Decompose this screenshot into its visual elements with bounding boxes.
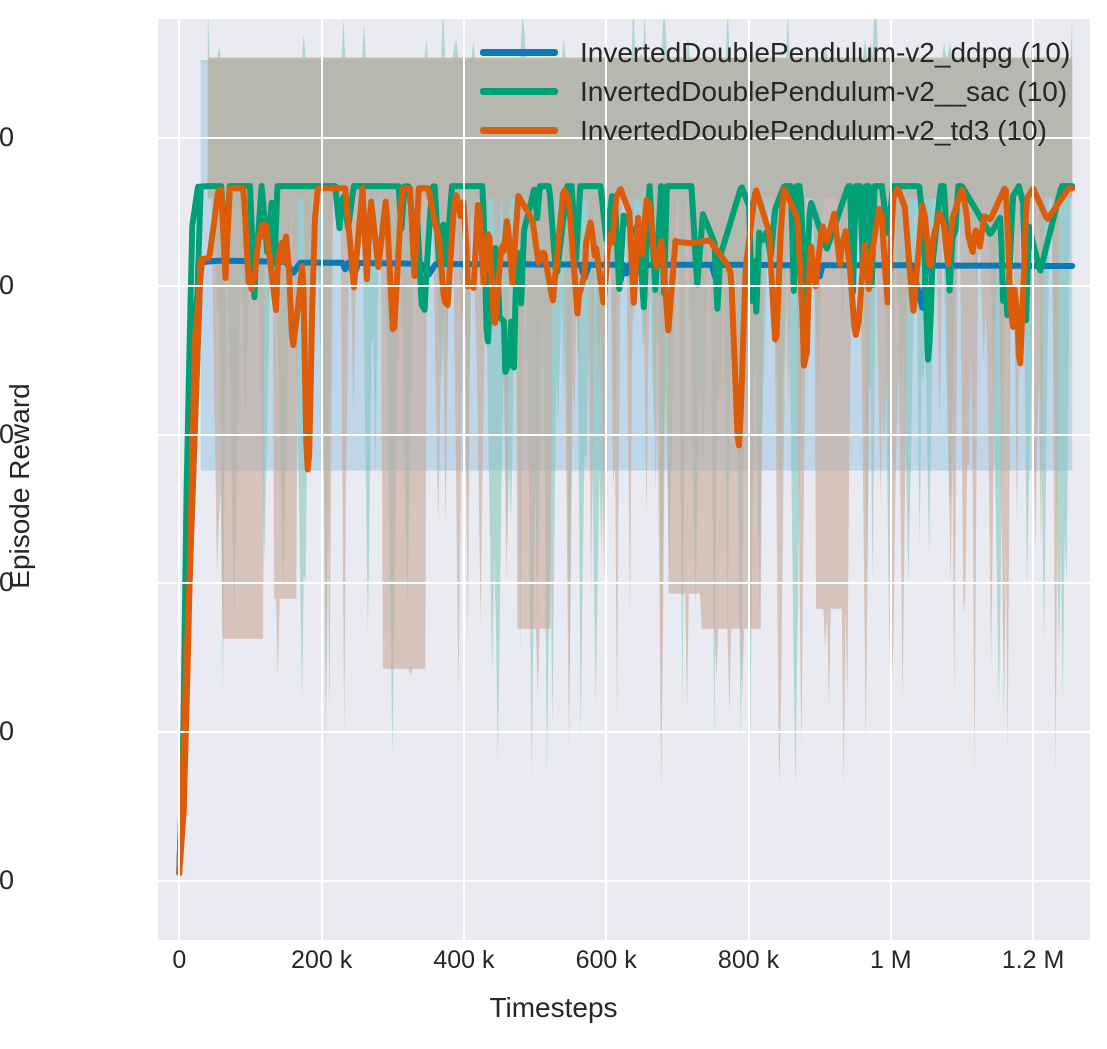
- gridline-horizontal: [158, 731, 1090, 734]
- gridline-horizontal: [158, 582, 1090, 585]
- x-axis-label: Timesteps: [489, 992, 618, 1023]
- gridline-horizontal: [158, 136, 1090, 139]
- gridline-vertical: [605, 19, 608, 940]
- x-tick-label: 600 k: [575, 946, 637, 974]
- y-axis-label: Episode Reward: [4, 383, 35, 589]
- x-tick-label: 800 k: [717, 946, 780, 974]
- legend-color-swatch-sac: [480, 88, 558, 95]
- gridline-vertical: [320, 19, 323, 940]
- x-tick-label: 0: [172, 946, 187, 974]
- gridline-horizontal: [158, 879, 1090, 882]
- y-tick-label: 4000: [0, 567, 14, 598]
- confidence-band-td3: [207, 57, 1073, 791]
- chart-legend: InvertedDoublePendulum-v2_ddpg (10) Inve…: [480, 33, 1080, 150]
- chart-canvas: [176, 19, 1076, 877]
- plot-area: [158, 19, 1090, 940]
- gridline-horizontal: [158, 285, 1090, 288]
- y-tick-label: 6000: [0, 418, 14, 449]
- y-tick-label: 0: [0, 864, 14, 895]
- legend-label-ddpg: InvertedDoublePendulum-v2_ddpg (10): [580, 36, 1071, 68]
- y-tick-label: 2000: [0, 716, 14, 747]
- gridline-vertical: [889, 19, 892, 940]
- gridline-horizontal: [158, 433, 1090, 436]
- legend-color-swatch-td3: [480, 127, 558, 134]
- y-tick-label: 10000: [0, 121, 14, 152]
- legend-label-sac: InvertedDoublePendulum-v2__sac (10): [580, 75, 1068, 107]
- legend-item-sac[interactable]: InvertedDoublePendulum-v2__sac (10): [480, 72, 1080, 111]
- gridline-vertical: [747, 19, 750, 940]
- legend-item-ddpg[interactable]: InvertedDoublePendulum-v2_ddpg (10): [480, 33, 1080, 72]
- gridline-vertical: [1032, 19, 1035, 940]
- x-tick-label: 200 k: [291, 946, 353, 974]
- x-tick-label: 400 k: [433, 946, 495, 974]
- legend-item-td3[interactable]: InvertedDoublePendulum-v2_td3 (10): [480, 111, 1080, 150]
- legend-color-swatch-ddpg: [480, 49, 558, 56]
- gridline-vertical: [462, 19, 465, 940]
- legend-label-td3: InvertedDoublePendulum-v2_td3 (10): [580, 114, 1047, 146]
- x-tick-label: 1 M: [869, 946, 912, 974]
- y-tick-label: 8000: [0, 270, 14, 301]
- x-tick-label: 1.2 M: [1001, 946, 1065, 974]
- gridline-vertical: [178, 19, 181, 940]
